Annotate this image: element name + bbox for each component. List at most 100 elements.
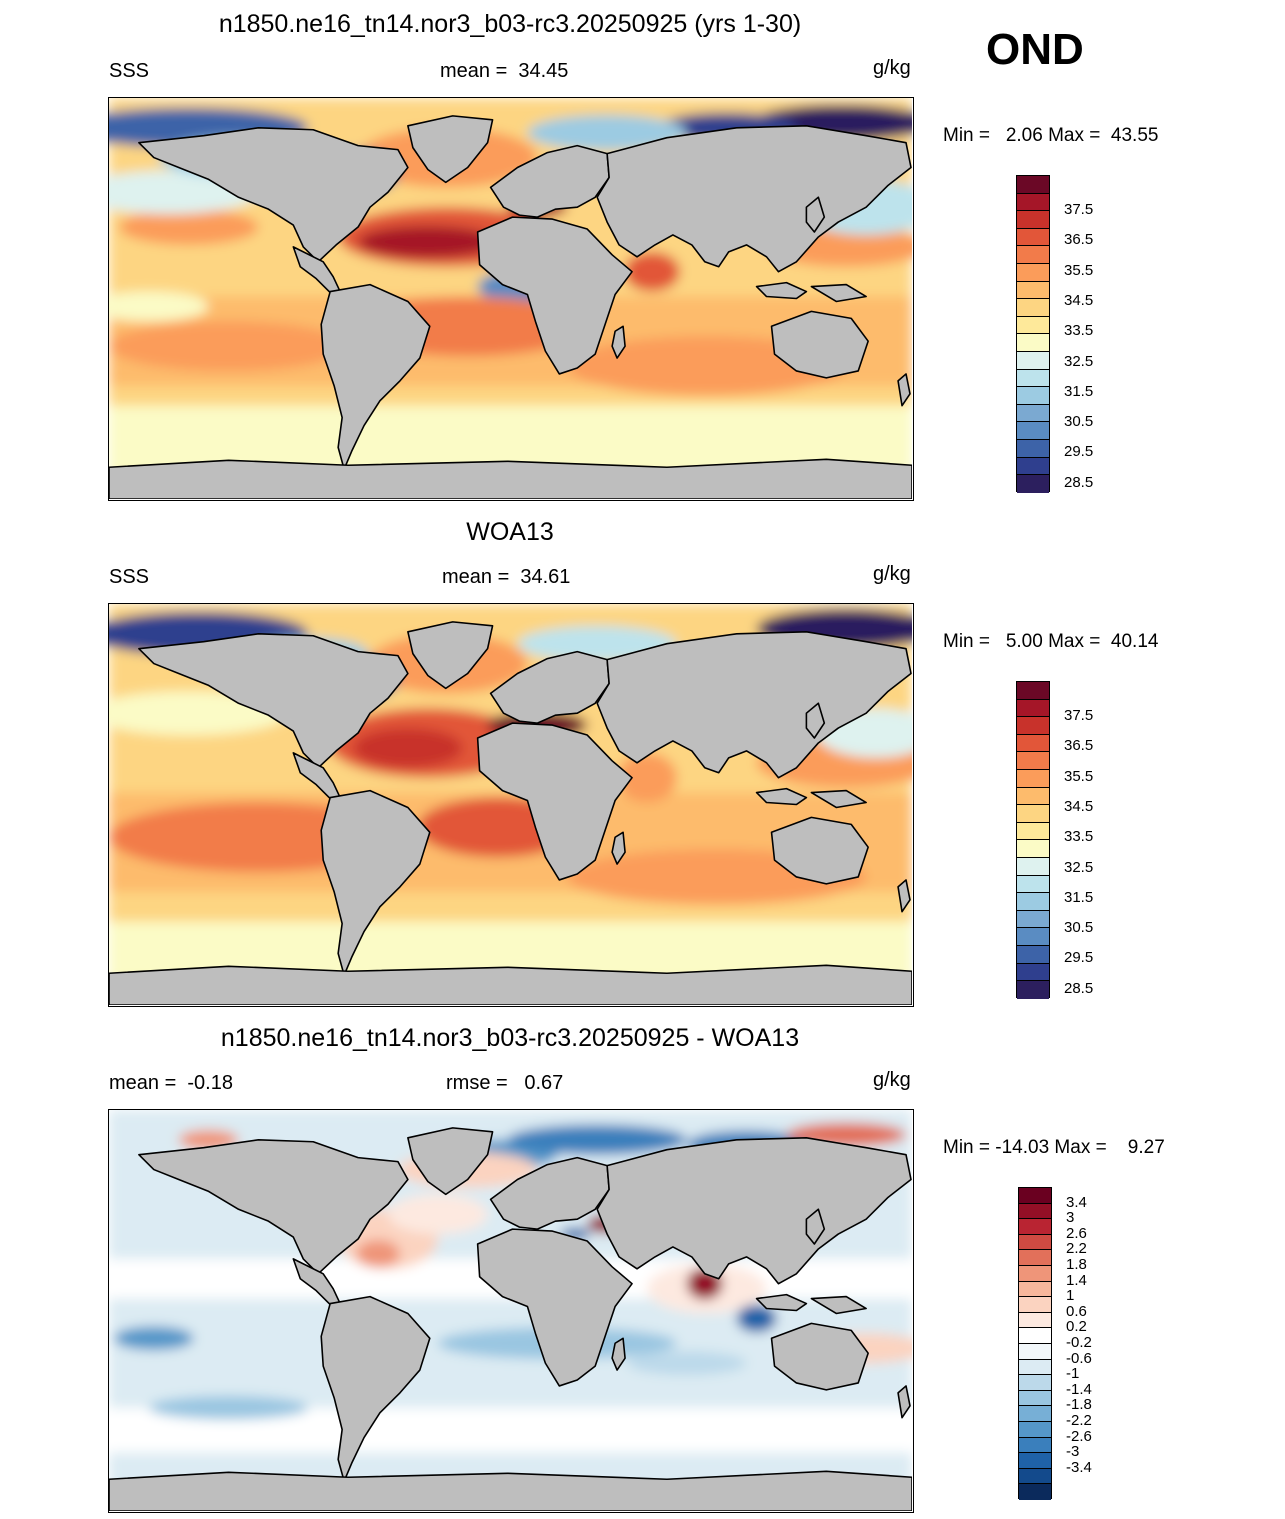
salinity-region — [387, 1194, 488, 1235]
continent-outline — [755, 281, 808, 300]
units-label: g/kg — [873, 57, 911, 79]
colorbar-swatch — [1017, 805, 1049, 823]
land-mask — [109, 115, 912, 499]
panel-title: n1850.ne16_tn14.nor3_b03-rc3.20250925 (y… — [218, 10, 802, 38]
colorbar-tick-label: -3 — [1066, 1443, 1080, 1461]
colorbar-tick-label: 36.5 — [1064, 737, 1094, 755]
colorbar-swatch — [1019, 1484, 1051, 1500]
continent-outline — [407, 115, 494, 184]
colorbar-tick-label: 31.5 — [1064, 382, 1094, 400]
colorbar-swatch — [1017, 699, 1049, 718]
continent-outline — [407, 621, 494, 690]
colorbar-swatch — [1017, 875, 1049, 894]
continent-outline — [109, 964, 912, 1005]
colorbar-swatch — [1017, 822, 1049, 841]
colorbar-swatches — [1016, 681, 1050, 999]
colorbar-swatch — [1017, 857, 1049, 876]
colorbar-swatch — [1019, 1203, 1051, 1220]
colorbar-tick-label: 3 — [1066, 1209, 1075, 1227]
continent-outline — [770, 816, 869, 885]
continent-outline — [407, 1127, 494, 1196]
colorbar-swatch — [1019, 1219, 1051, 1235]
colorbar-swatch — [1017, 682, 1049, 700]
continent-outline — [897, 879, 911, 913]
continent-outline — [755, 1293, 808, 1312]
salinity-region — [527, 114, 687, 151]
continent-outline — [320, 789, 431, 977]
colorbar-swatch — [1017, 422, 1049, 440]
colorbar-tick-label: 28.5 — [1064, 979, 1094, 997]
colorbar-swatch — [1017, 193, 1049, 212]
colorbar-tick-label: 30.5 — [1064, 919, 1094, 937]
colorbar-swatch — [1017, 893, 1049, 911]
continent-outline — [611, 325, 626, 359]
colorbar-tick-label: -2.6 — [1066, 1427, 1092, 1445]
continent-outline — [810, 1295, 867, 1315]
units-label: g/kg — [873, 1069, 911, 1091]
continent-outline — [596, 124, 912, 273]
mean-label: mean = 34.61 — [442, 566, 571, 588]
salinity-region — [113, 1326, 194, 1351]
colorbar-tick-label: 30.5 — [1064, 413, 1094, 431]
colorbar-swatch — [1017, 334, 1049, 352]
colorbar-swatches — [1018, 1187, 1052, 1500]
continent-outline — [596, 1136, 912, 1285]
colorbar-tick-label: 0.6 — [1066, 1302, 1087, 1320]
colorbar-tick-label: -1.4 — [1066, 1380, 1092, 1398]
colorbar-swatch — [1017, 246, 1049, 264]
mean-label: mean = 34.45 — [440, 60, 569, 82]
colorbar-swatch — [1017, 787, 1049, 806]
colorbar-swatch — [1017, 351, 1049, 370]
colorbar-tick-label: -0.2 — [1066, 1334, 1092, 1351]
salinity-region — [507, 1124, 687, 1155]
colorbar-tick-label: -1 — [1066, 1365, 1080, 1383]
colorbar-swatch — [1017, 211, 1049, 229]
salinity-region — [353, 728, 463, 768]
colorbar-swatches — [1016, 175, 1050, 493]
rmse-label: rmse = 0.67 — [446, 1072, 564, 1094]
salinity-region — [358, 226, 498, 258]
continent-outline — [770, 310, 869, 379]
colorbar-swatch — [1017, 457, 1049, 476]
continent-outline — [109, 1470, 912, 1511]
colorbar-tick-label: 1 — [1066, 1287, 1075, 1305]
colorbar-swatch — [1019, 1328, 1051, 1344]
colorbar-tick-label: -0.6 — [1066, 1349, 1092, 1367]
colorbar-swatch — [1019, 1297, 1051, 1313]
colorbar-swatch — [1017, 404, 1049, 423]
colorbar-swatch — [1019, 1312, 1051, 1329]
colorbar-swatch — [1017, 840, 1049, 858]
salinity-region — [356, 1240, 400, 1268]
continent-outline — [489, 1156, 610, 1230]
continent-outline — [476, 1228, 633, 1387]
colorbar-swatch — [1017, 928, 1049, 946]
colorbar-swatch — [1017, 299, 1049, 317]
colorbar-tick-label: 35.5 — [1064, 767, 1094, 785]
continent-outline — [476, 722, 633, 881]
colorbar-swatch — [1017, 281, 1049, 300]
colorbar-swatch — [1017, 734, 1049, 753]
colorbar-swatch — [1019, 1265, 1051, 1282]
colorbar-tick-label: 34.5 — [1064, 292, 1094, 310]
land-mask — [109, 621, 912, 1005]
continent-outline — [810, 789, 867, 809]
colorbar-swatch — [1017, 945, 1049, 964]
continent-outline — [810, 283, 867, 303]
colorbar-tick-label: 34.5 — [1064, 798, 1094, 816]
continent-outline — [805, 702, 826, 739]
colorbar-tick-label: 3.4 — [1066, 1193, 1087, 1211]
map-canvas — [109, 1110, 912, 1511]
continent-outline — [138, 632, 409, 769]
continent-outline — [138, 126, 409, 263]
colorbar-tick-label: 37.5 — [1064, 707, 1094, 725]
continent-outline — [596, 630, 912, 779]
continent-outline — [805, 196, 826, 233]
sss-map-diff — [108, 1109, 914, 1513]
continent-outline — [755, 787, 808, 806]
colorbar-swatch — [1019, 1234, 1051, 1251]
colorbar-swatch — [1019, 1250, 1051, 1266]
salinity-region — [736, 1304, 777, 1333]
colorbar-swatch — [1017, 752, 1049, 770]
salinity-region — [148, 1395, 309, 1420]
sss-map-obs — [108, 603, 914, 1007]
